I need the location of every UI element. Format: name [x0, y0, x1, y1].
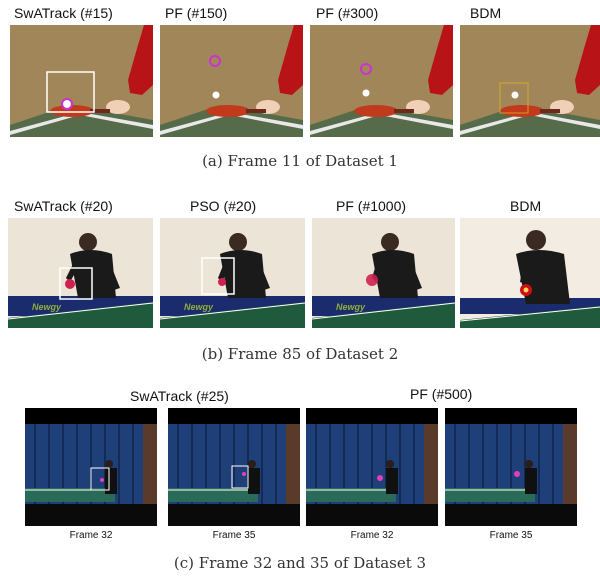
- frame-c-swatrack-32: [25, 408, 157, 526]
- banner-b2: Newgy: [184, 302, 214, 312]
- frame-a-pf150: [160, 25, 303, 137]
- label-b-pf1000: PF (#1000): [336, 198, 407, 214]
- label-a-bdm: BDM: [470, 5, 502, 21]
- frame-c-pf-32: [306, 408, 438, 526]
- frame-label-c3: Frame 32: [350, 530, 394, 541]
- caption-c: (c) Frame 32 and 35 of Dataset 3: [173, 554, 427, 572]
- label-b-pso: PSO (#20): [190, 198, 257, 214]
- frame-a-pf300: [310, 25, 453, 137]
- frame-b-pso: Newgy: [160, 218, 305, 328]
- label-a-pf150: PF (#150): [165, 5, 228, 21]
- caption-a: (a) Frame 11 of Dataset 1: [202, 152, 398, 170]
- banner-b1: Newgy: [32, 302, 62, 312]
- frame-c-pf-35: [445, 408, 577, 526]
- frame-c-swatrack-35: [168, 408, 300, 526]
- label-b-swatrack: SwATrack (#20): [14, 198, 113, 214]
- frame-label-c1: Frame 32: [69, 530, 113, 541]
- frame-b-swatrack: Newgy: [8, 218, 153, 328]
- frame-a-bdm: [460, 25, 600, 137]
- caption-b: (b) Frame 85 of Dataset 2: [201, 345, 399, 363]
- frame-b-bdm: [460, 218, 600, 328]
- label-a-swatrack: SwATrack (#15): [14, 5, 113, 21]
- frame-label-c2: Frame 35: [212, 530, 256, 541]
- banner-b3: Newgy: [336, 302, 366, 312]
- label-a-pf300: PF (#300): [316, 5, 379, 21]
- frame-a-swatrack: [10, 25, 153, 137]
- frame-b-pf1000: Newgy: [312, 218, 455, 328]
- frame-label-c4: Frame 35: [489, 530, 533, 541]
- label-c-swatrack: SwATrack (#25): [130, 388, 229, 404]
- label-c-pf500: PF (#500): [410, 386, 473, 402]
- label-b-bdm: BDM: [510, 198, 542, 214]
